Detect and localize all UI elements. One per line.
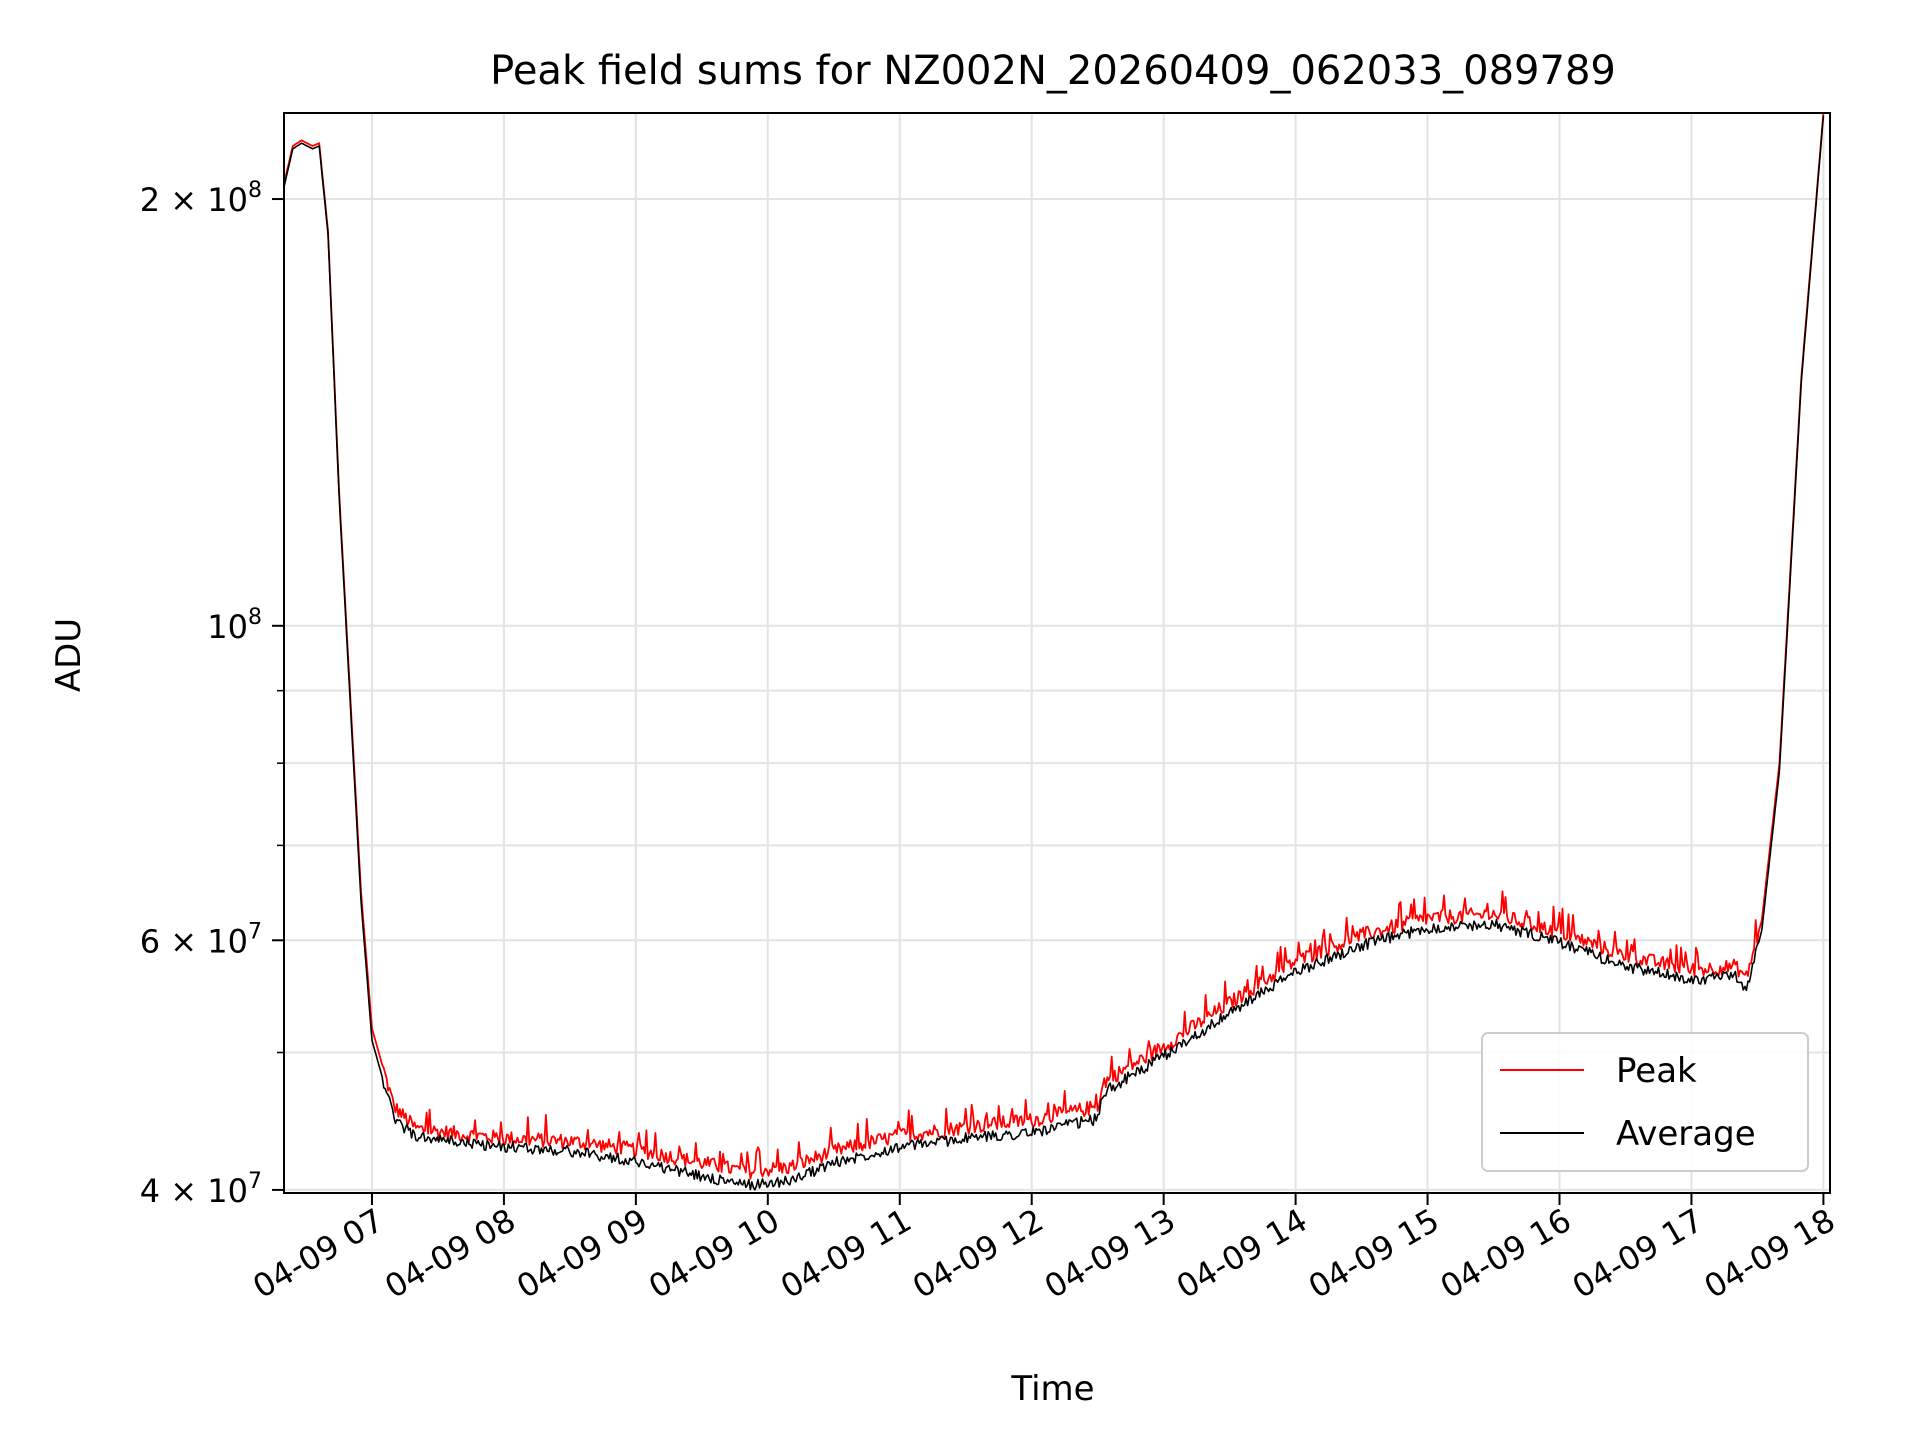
y-tick-label: 6 × 107: [140, 919, 262, 960]
chart-title: Peak field sums for NZ002N_20260409_0620…: [490, 48, 1616, 94]
legend-label-average: Average: [1616, 1114, 1756, 1154]
legend: Peak Average: [1481, 1032, 1809, 1172]
y-tick-base: 4 × 10: [140, 1172, 248, 1210]
y-tick-label: 4 × 107: [140, 1169, 262, 1210]
y-tick-base: 2 × 10: [140, 181, 248, 219]
y-tick-base: 10: [207, 608, 248, 646]
y-tick-label: 2 × 108: [140, 178, 262, 219]
series-line-average: [284, 115, 1825, 1191]
y-tick-base: 6 × 10: [140, 922, 248, 960]
series-line-peak: [284, 113, 1825, 1180]
legend-box: [1481, 1032, 1809, 1172]
y-tick-exponent: 8: [248, 178, 262, 203]
y-tick-exponent: 7: [248, 919, 262, 944]
legend-label-peak: Peak: [1616, 1051, 1697, 1091]
x-axis-label: Time: [1010, 1369, 1094, 1409]
y-tick-exponent: 7: [248, 1169, 262, 1194]
plot-frame: [283, 112, 1831, 1194]
y-axis-label: ADU: [49, 618, 89, 692]
y-tick-exponent: 8: [248, 605, 262, 630]
series-layer: [284, 113, 1825, 1191]
y-tick-label: 108: [207, 605, 262, 646]
